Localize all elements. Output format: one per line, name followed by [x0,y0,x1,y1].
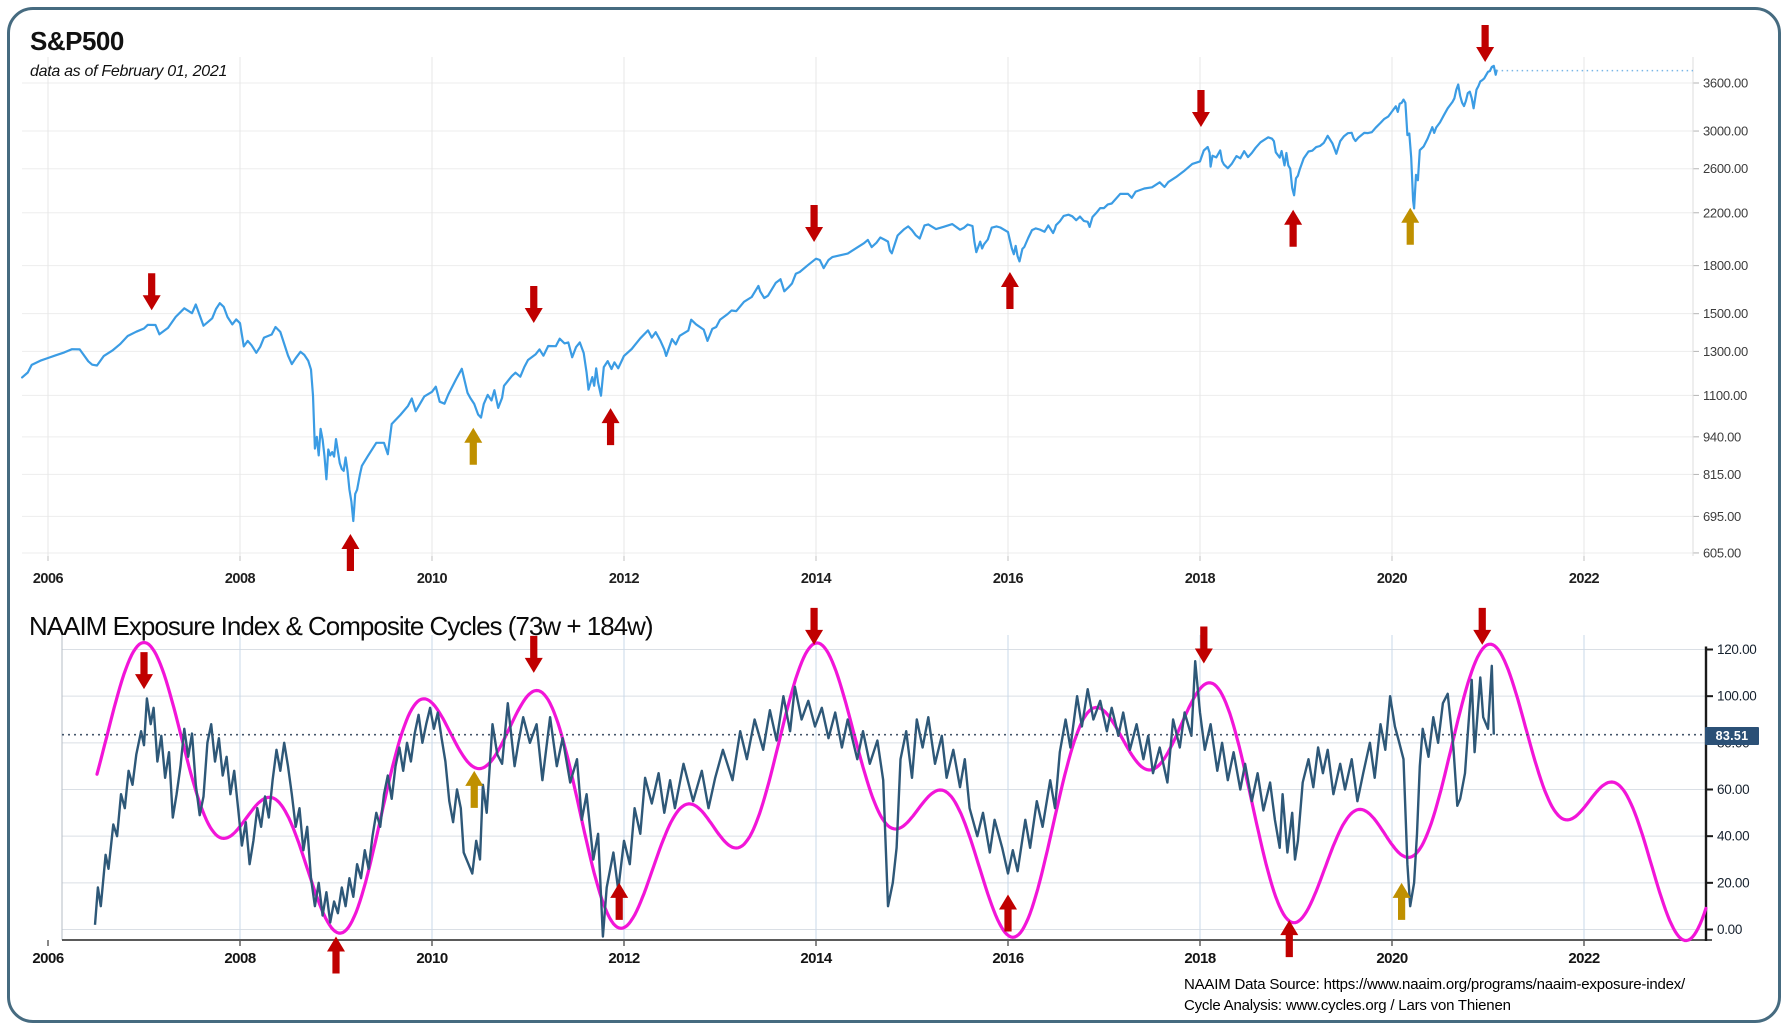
sp500-line [21,64,1498,523]
top-x-tick-label: 2008 [225,571,256,587]
naaim-red-down-arrow [1194,626,1213,664]
sp500-red-down-arrow [1476,24,1495,62]
top-y-tick-label: 3600.00 [1703,76,1748,91]
naaim-red-down-arrow [1473,607,1492,645]
naaim-title: NAAIM Exposure Index & Composite Cycles … [29,611,654,641]
bot-y-tick-label: 0.00 [1717,922,1742,937]
naaim-gold-up-arrow [1392,882,1411,920]
top-x-tick-label: 2010 [417,571,448,587]
bot-y-tick-label: 20.00 [1717,875,1749,890]
source-credits: NAAIM Data Source: https://www.naaim.org… [1184,974,1685,1016]
top-x-tick-label: 2022 [1569,571,1600,587]
sp500-red-down-arrow [1191,90,1210,128]
top-y-tick-label: 1500.00 [1703,306,1748,321]
naaim-red-down-arrow [805,607,824,645]
last-value-badge: 83.51 [1705,727,1759,745]
naaim-source-line: NAAIM Data Source: https://www.naaim.org… [1184,976,1686,993]
top-x-tick-label: 2012 [609,571,640,587]
naaim-red-up-arrow [1280,920,1299,958]
top-y-tick-label: 3000.00 [1703,124,1748,139]
top-y-tick-label: 1100.00 [1703,388,1747,403]
bot-x-tick-label: 2012 [608,950,640,967]
bot-x-tick-label: 2016 [992,950,1024,967]
top-y-tick-label: 1300.00 [1703,344,1748,359]
bot-y-tick-label: 120.00 [1717,642,1757,657]
bot-x-tick-label: 2014 [800,950,833,967]
sp500-red-down-arrow [142,273,161,311]
bot-x-tick-label: 2018 [1184,950,1216,967]
top-x-tick-label: 2014 [801,571,832,587]
naaim-red-up-arrow [327,936,345,974]
bot-y-tick-label: 60.00 [1717,782,1749,797]
sp500-subtitle: data as of February 01, 2021 [30,63,228,80]
top-x-tick-label: 2006 [33,571,64,587]
sp500-gold-up-arrow [464,427,483,465]
top-y-tick-label: 605.00 [1703,545,1741,560]
bot-x-tick-label: 2006 [32,950,64,967]
top-y-tick-label: 2600.00 [1703,161,1748,176]
bot-x-tick-label: 2008 [224,950,256,967]
top-y-tick-label: 1800.00 [1703,258,1748,273]
top-y-tick-label: 2200.00 [1703,205,1748,220]
top-y-tick-label: 940.00 [1703,429,1741,444]
naaim-gold-up-arrow [465,770,484,808]
top-y-tick-label: 695.00 [1703,509,1741,524]
sp500-title: S&P500 [30,26,124,56]
sp500-red-up-arrow [341,534,360,572]
sp500-red-up-arrow [1284,209,1303,247]
sp500-red-up-arrow [601,408,620,446]
bot-y-tick-label: 100.00 [1717,689,1757,704]
top-y-tick-label: 815.00 [1703,467,1741,482]
bot-x-tick-label: 2020 [1376,950,1408,967]
cycle-analysis-line: Cycle Analysis: www.cycles.org / Lars vo… [1184,997,1511,1014]
bot-y-tick-label: 40.00 [1717,829,1749,844]
naaim-line [93,660,1495,938]
sp500-red-down-arrow [524,285,543,323]
top-x-tick-label: 2020 [1377,571,1408,587]
sp500-gold-up-arrow [1401,207,1420,245]
naaim-red-up-arrow [610,882,629,920]
bot-x-tick-label: 2022 [1568,950,1600,967]
composite-cycle-line [95,640,1708,943]
top-x-tick-label: 2016 [993,571,1024,587]
sp500-red-down-arrow [805,204,824,242]
top-x-tick-label: 2018 [1185,571,1216,587]
naaim-red-up-arrow [999,894,1017,932]
sp500-red-up-arrow [1000,272,1019,310]
naaim-red-down-arrow [135,652,153,690]
naaim-red-down-arrow [524,635,543,673]
bot-x-tick-label: 2010 [416,950,448,967]
